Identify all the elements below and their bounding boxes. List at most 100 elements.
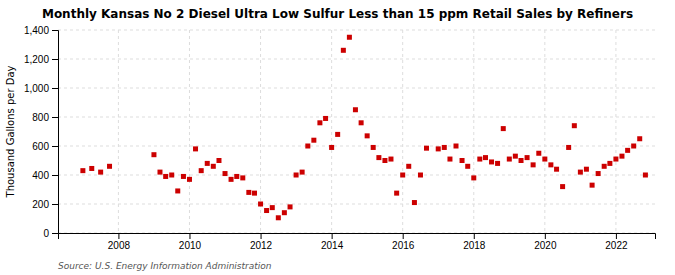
tick-label: 800	[32, 112, 49, 123]
point	[477, 157, 482, 162]
tick-mark	[52, 30, 58, 31]
grid-line	[118, 30, 119, 233]
tick: 200	[32, 199, 58, 210]
tick: 400	[32, 170, 58, 181]
tick-mark	[52, 146, 58, 147]
point	[471, 175, 476, 180]
point	[181, 174, 186, 179]
point	[89, 166, 94, 171]
point	[211, 164, 216, 169]
grid-line	[473, 30, 474, 233]
tick: 2020	[534, 233, 557, 251]
tick: 2018	[463, 233, 486, 251]
point	[151, 152, 156, 157]
point	[643, 173, 648, 178]
tick-mark	[332, 233, 333, 239]
point	[495, 161, 500, 166]
tick-label: 2008	[108, 240, 131, 251]
tick: 2010	[179, 233, 202, 251]
point	[519, 158, 524, 163]
point	[258, 202, 263, 207]
grid-line	[58, 30, 655, 31]
point	[400, 173, 405, 178]
point	[264, 208, 269, 213]
grid-line	[58, 88, 655, 89]
axis-line	[59, 234, 656, 240]
point	[572, 123, 577, 128]
tick-label: 2018	[463, 240, 486, 251]
tick-mark	[52, 59, 58, 60]
point	[454, 144, 459, 149]
tick: 2022	[605, 233, 628, 251]
point	[205, 161, 210, 166]
tick: 0	[43, 228, 58, 239]
tick: 1,200	[24, 54, 58, 65]
y-axis-title: Thousand Gallons per Day	[5, 65, 16, 198]
point	[631, 144, 636, 149]
tick: 1,400	[24, 25, 58, 36]
point	[294, 173, 299, 178]
tick: 800	[32, 112, 58, 123]
tick-label: 2014	[321, 240, 344, 251]
point	[376, 155, 381, 160]
point	[246, 190, 251, 195]
tick-label: 2016	[392, 240, 415, 251]
point	[542, 157, 547, 162]
tick-label: 600	[32, 141, 49, 152]
point	[560, 184, 565, 189]
point	[335, 132, 340, 137]
point	[169, 173, 174, 178]
point	[531, 162, 536, 167]
point	[501, 126, 506, 131]
point	[252, 191, 257, 196]
point	[548, 162, 553, 167]
point	[234, 174, 239, 179]
point	[276, 215, 281, 220]
grid-line	[58, 204, 655, 205]
point	[187, 177, 192, 182]
point	[329, 145, 334, 150]
source: Source: U.S. Energy Information Administ…	[58, 261, 272, 271]
point	[323, 116, 328, 121]
point	[270, 205, 275, 210]
points	[80, 35, 648, 221]
point	[590, 183, 595, 188]
point	[382, 158, 387, 163]
point	[288, 204, 293, 209]
point	[566, 145, 571, 150]
point	[424, 146, 429, 151]
point	[436, 146, 441, 151]
grid-line	[331, 30, 332, 233]
tick: 2012	[250, 233, 273, 251]
point	[341, 48, 346, 53]
point	[602, 164, 607, 169]
point	[412, 200, 417, 205]
grid-line	[58, 175, 655, 176]
point	[175, 188, 180, 193]
tick-label: 2010	[179, 240, 202, 251]
tick-mark	[261, 233, 262, 239]
tick-label: 0	[43, 228, 49, 239]
tick-mark	[474, 233, 475, 239]
tick-label: 2022	[605, 240, 628, 251]
point	[311, 138, 316, 143]
point	[193, 146, 198, 151]
point	[507, 157, 512, 162]
point	[240, 175, 245, 180]
tick-mark	[52, 117, 58, 118]
point	[229, 177, 234, 182]
point	[613, 157, 618, 162]
point	[223, 171, 228, 176]
plot: 2008 2010 2012 2014 2016 2018 2020 2022 0 200 400 6…	[24, 25, 656, 251]
point	[98, 170, 103, 175]
tick-mark	[545, 233, 546, 239]
x-axis: 2008 2010 2012 2014 2016 2018 2020 2022	[59, 233, 656, 251]
point	[371, 145, 376, 150]
point	[365, 133, 370, 138]
point	[465, 164, 470, 169]
point	[513, 154, 518, 159]
point	[418, 173, 423, 178]
point	[394, 191, 399, 196]
title: Monthly Kansas No 2 Diesel Ultra Low Sul…	[42, 7, 633, 21]
tick-label: 2012	[250, 240, 273, 251]
